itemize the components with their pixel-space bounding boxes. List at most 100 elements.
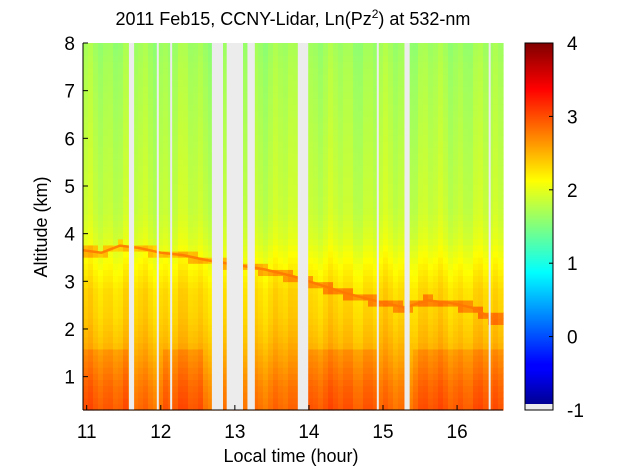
heatmap-cell <box>433 67 439 75</box>
heatmap-cell <box>328 91 334 99</box>
heatmap-cell <box>313 257 319 264</box>
heatmap-cell <box>323 269 329 277</box>
heatmap-cell <box>143 293 149 301</box>
heatmap-cell <box>118 208 124 215</box>
heatmap-cell <box>443 226 449 234</box>
heatmap-cell <box>113 128 119 136</box>
heatmap-cell <box>423 275 429 283</box>
heatmap-cell <box>408 287 414 295</box>
heatmap-cell <box>88 208 94 215</box>
heatmap-cell <box>448 128 454 136</box>
heatmap-cell <box>408 275 414 283</box>
heatmap-cell <box>153 238 159 246</box>
heatmap-cell <box>478 122 484 130</box>
heatmap-cell <box>193 189 199 197</box>
heatmap-cell <box>183 336 189 344</box>
heatmap-cell <box>338 146 344 154</box>
heatmap-cell <box>313 312 319 319</box>
heatmap-cell <box>188 281 194 289</box>
heatmap-cell <box>308 403 314 411</box>
heatmap-cell <box>493 287 499 295</box>
heatmap-cell <box>223 269 229 277</box>
heatmap-cell <box>273 403 279 411</box>
heatmap-cell <box>288 385 294 393</box>
heatmap-cell <box>208 348 214 356</box>
heatmap-cell <box>368 397 374 405</box>
heatmap-cell <box>398 293 404 301</box>
heatmap-cell <box>88 397 94 405</box>
heatmap-cell <box>113 342 119 350</box>
heatmap-cell <box>443 367 449 374</box>
heatmap-cell <box>353 67 359 75</box>
heatmap-cell <box>143 171 149 179</box>
heatmap-cell <box>138 312 144 319</box>
heatmap-cell <box>423 98 429 105</box>
heatmap-cell <box>173 208 179 215</box>
heatmap-cell <box>348 85 354 93</box>
heatmap-cell <box>208 330 214 338</box>
heatmap-cell <box>438 128 444 136</box>
heatmap-cell <box>153 189 159 197</box>
heatmap-cell <box>398 104 404 111</box>
heatmap-cell <box>348 208 354 215</box>
heatmap-cell <box>408 250 414 258</box>
heatmap-cell <box>448 312 454 319</box>
heatmap-cell <box>408 324 414 332</box>
heatmap-cell <box>173 342 179 350</box>
heatmap-cell <box>473 299 479 307</box>
heatmap-cell <box>363 171 369 179</box>
heatmap-cell <box>363 354 369 362</box>
heatmap-cell <box>103 257 109 264</box>
heatmap-cell <box>358 183 364 191</box>
heatmap-cell <box>148 79 154 87</box>
heatmap-cell <box>198 91 204 99</box>
heatmap-cell <box>88 183 94 191</box>
heatmap-cell <box>393 397 399 405</box>
heatmap-cell <box>133 67 139 75</box>
heatmap-cell <box>443 361 449 368</box>
heatmap-cell <box>408 367 414 374</box>
heatmap-cell <box>98 336 104 344</box>
heatmap-cell <box>258 171 264 179</box>
heatmap-cell <box>118 202 124 209</box>
heatmap-cell <box>443 250 449 258</box>
heatmap-cell <box>378 361 384 368</box>
heatmap-cell <box>148 226 154 234</box>
heatmap-cell <box>338 312 344 319</box>
heatmap-cell <box>448 275 454 283</box>
heatmap-cell <box>208 385 214 393</box>
heatmap-cell <box>423 122 429 130</box>
heatmap-cell <box>148 361 154 368</box>
heatmap-cell <box>143 287 149 295</box>
heatmap-cell <box>153 367 159 374</box>
heatmap-cell <box>483 257 489 264</box>
heatmap-cell <box>293 287 299 295</box>
heatmap-cell <box>423 391 429 399</box>
heatmap-cell <box>348 55 354 62</box>
heatmap-cell <box>223 403 229 411</box>
heatmap-cell <box>138 318 144 325</box>
heatmap-cell <box>253 67 259 75</box>
heatmap-cell <box>183 373 189 381</box>
heatmap-cell <box>313 275 319 283</box>
heatmap-cell <box>338 104 344 111</box>
heatmap-cell <box>98 183 104 191</box>
heatmap-cell <box>148 140 154 148</box>
heatmap-cell <box>453 403 459 411</box>
heatmap-cell <box>263 110 269 117</box>
heatmap-cell <box>333 91 339 99</box>
heatmap-cell <box>203 403 209 411</box>
heatmap-cell <box>468 146 474 154</box>
heatmap-cell <box>388 85 394 93</box>
heatmap-cell <box>163 281 169 289</box>
heatmap-cell <box>333 250 339 258</box>
heatmap-cell <box>98 379 104 387</box>
heatmap-cell <box>333 128 339 136</box>
heatmap-cell <box>488 183 494 191</box>
heatmap-cell <box>288 202 294 209</box>
heatmap-cell <box>493 367 499 374</box>
heatmap-cell <box>468 324 474 332</box>
heatmap-cell <box>483 232 489 240</box>
heatmap-cell <box>183 281 189 289</box>
heatmap-cell <box>138 391 144 399</box>
